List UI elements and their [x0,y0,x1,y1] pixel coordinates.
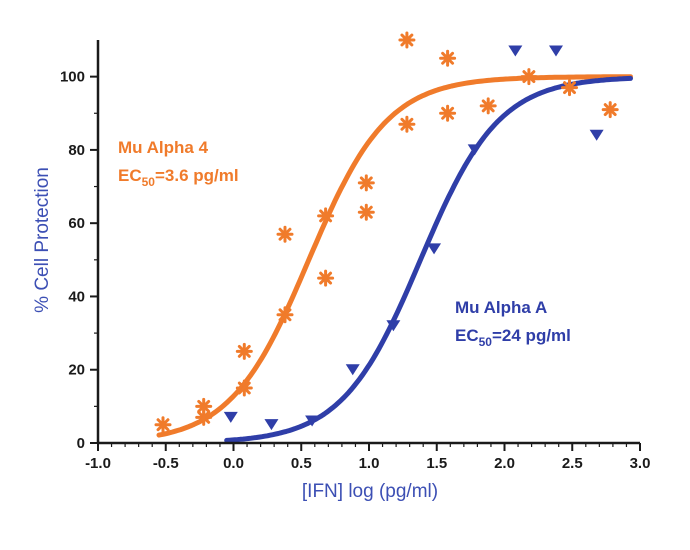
y-axis-title: % Cell Protection [32,167,53,313]
asterisk-stroke [319,271,333,285]
triangle-point [345,364,360,376]
asterisk-stroke [522,70,536,84]
asterisk-stroke [319,209,333,223]
x-tick-label: 2.0 [494,455,515,472]
y-tick-label: 100 [60,69,85,86]
asterisk-stroke [197,399,211,413]
triangle-point [305,415,320,427]
asterisk-stroke [359,176,373,190]
x-tick-label: 0.5 [291,455,312,472]
series-name-alpha4: Mu Alpha 4 [118,138,209,157]
asterisk-stroke [563,81,576,95]
asterisk-point [154,416,172,434]
y-tick-label: 0 [77,435,85,452]
x-tick-label: 3.0 [630,455,651,472]
asterisk-stroke [278,308,292,322]
asterisk-stroke [603,103,617,117]
asterisk-stroke [237,344,251,358]
asterisk-point [520,68,538,86]
triangle-point [386,320,401,332]
x-tick-label: -1.0 [85,455,111,472]
asterisk-stroke [237,381,251,395]
x-tick-label: 1.5 [426,455,447,472]
ec50-value-alphaA: 24 pg/ml [502,326,571,345]
triangle-point [508,45,523,57]
triangle-point [223,411,238,423]
asterisk-stroke [441,51,455,65]
ec50-alphaA: EC50=24 pg/ml [455,326,571,349]
asterisk-stroke [278,227,292,241]
y-tick-label: 40 [68,288,85,305]
asterisk-stroke [441,106,455,120]
x-axis-title: [IFN] log (pg/ml) [302,481,438,502]
fit-curve-alpha4 [156,74,633,438]
series-label-alphaA: Mu Alpha A EC50=24 pg/ml [455,298,571,349]
asterisk-point [276,225,294,243]
asterisk-point [439,49,457,67]
asterisk-stroke [156,418,170,432]
fit-curves [156,74,633,443]
asterisk-point [601,101,619,119]
asterisk-point [561,79,578,97]
x-tick-label: 2.5 [562,455,583,472]
triangle-point [548,45,563,57]
y-tick-label: 80 [68,142,85,159]
ec50-value-alpha4: 3.6 pg/ml [165,166,239,185]
triangle-point [589,129,604,141]
x-tick-label: -0.5 [153,455,179,472]
y-tick-label: 60 [68,215,85,232]
asterisk-point [357,203,375,221]
asterisk-point [439,104,457,122]
asterisk-point [317,269,335,287]
asterisk-point [357,174,375,192]
asterisk-point [398,115,416,133]
ec50-alpha4: EC50=3.6 pg/ml [118,166,239,189]
series-label-alpha4: Mu Alpha 4 EC50=3.6 pg/ml [118,138,239,189]
x-tick-label: 1.0 [359,455,380,472]
asterisk-point [276,306,294,324]
asterisk-point [195,397,213,415]
asterisk-point [317,207,335,225]
asterisk-stroke [400,33,414,47]
triangle-point [427,243,442,255]
triangle-point [467,144,482,156]
asterisk-stroke [197,410,211,424]
fit-curve-alphaA [224,75,633,443]
data-points [154,31,619,434]
asterisk-stroke [359,205,373,219]
asterisk-stroke [481,99,495,113]
asterisk-point [398,31,416,49]
x-tick-label: 0.0 [223,455,244,472]
asterisk-point [235,342,253,360]
asterisk-stroke [400,117,414,131]
triangle-point [264,419,279,431]
series-name-alphaA: Mu Alpha A [455,298,547,317]
axes: -1.0 -0.5 0.0 0.5 1.0 1.5 2.0 2.5 3.0 0 20 40 60 80 10… [60,40,650,472]
y-tick-label: 20 [68,362,85,379]
asterisk-point [479,97,497,115]
asterisk-point [235,379,253,397]
